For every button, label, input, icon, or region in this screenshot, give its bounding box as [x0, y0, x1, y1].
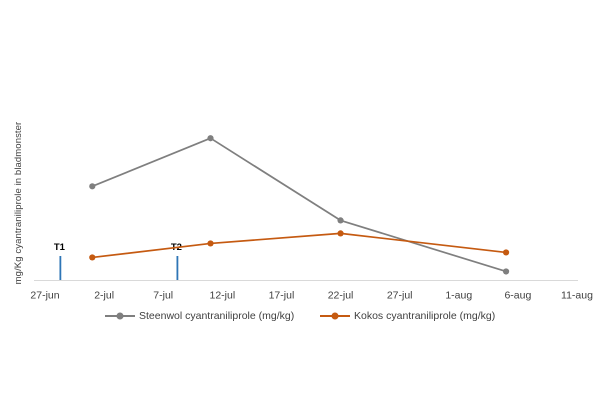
data-point-marker: [502, 249, 510, 256]
x-tick-label: 1-aug: [445, 290, 472, 302]
x-tick-label: 27-jul: [387, 290, 413, 302]
series-line-0: [91, 137, 507, 273]
series-line-1: [92, 232, 507, 259]
legend-item-kokos: Kokos cyantraniliprole (mg/kg): [320, 309, 495, 323]
annotation-label-t1: T1: [54, 242, 66, 253]
data-point-marker: [207, 135, 214, 142]
x-tick-label: 6-aug: [504, 290, 531, 302]
legend-item-steenwol: Steenwol cyantraniliprole (mg/kg): [105, 309, 294, 323]
legend-label-kokos: Kokos cyantraniliprole (mg/kg): [354, 310, 496, 322]
plot-canvas: 27-jun 2-jul 7-jul 12-jul 17-jul 22-jul 27-jul…: [30, 135, 593, 302]
kokos-dot-icon: [331, 312, 339, 320]
x-tick-label: 2-jul: [94, 290, 114, 302]
x-tick-label: 7-jul: [153, 290, 173, 302]
data-point-marker: [502, 268, 510, 275]
legend-label-steenwol: Steenwol cyantraniliprole (mg/kg): [139, 310, 295, 322]
steenwol-dot-icon: [116, 312, 124, 320]
chart-legend: Steenwol cyantraniliprole (mg/kg) Kokos …: [0, 309, 600, 325]
x-tick-label: 27-jun: [30, 290, 59, 302]
data-point-marker: [89, 254, 96, 261]
x-tick-label: 22-jul: [328, 290, 354, 302]
data-point-marker: [89, 183, 96, 190]
x-tick-label: 17-jul: [269, 290, 295, 302]
x-tick-label: 11-aug: [561, 290, 593, 302]
data-point-marker: [207, 240, 214, 247]
x-tick-label: 12-jul: [209, 290, 235, 302]
data-point-marker: [337, 217, 344, 224]
kokos-line-marker-icon: [320, 312, 350, 320]
steenwol-line-marker-icon: [105, 312, 135, 320]
data-point-marker: [337, 230, 344, 237]
